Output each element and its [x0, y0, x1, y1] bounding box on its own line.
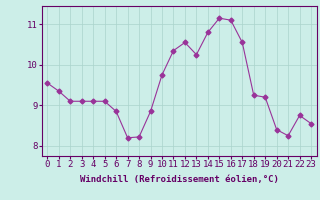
X-axis label: Windchill (Refroidissement éolien,°C): Windchill (Refroidissement éolien,°C) — [80, 175, 279, 184]
